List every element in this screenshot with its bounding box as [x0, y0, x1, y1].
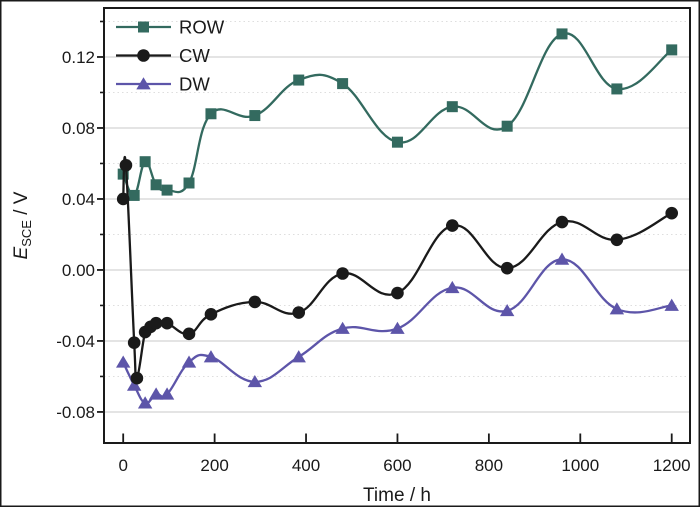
cw-marker — [610, 233, 624, 247]
dw-marker — [247, 374, 263, 388]
row-marker — [337, 78, 349, 90]
row-marker — [501, 120, 513, 132]
row-marker — [249, 110, 261, 122]
cw-marker — [204, 308, 218, 321]
dw-marker — [159, 387, 175, 400]
dw-marker — [126, 378, 142, 391]
cw-marker — [130, 371, 144, 385]
dw-marker — [203, 350, 219, 363]
legend-marker-dw — [136, 77, 151, 90]
y-tick-label: 0.00 — [62, 261, 95, 280]
dw-marker — [499, 303, 515, 317]
x-tick-label: 600 — [383, 456, 411, 475]
dw-marker — [148, 387, 164, 400]
row-marker — [446, 101, 458, 113]
y-axis-label: ESCE / V — [11, 191, 34, 259]
row-marker — [391, 136, 403, 148]
x-tick-label: 200 — [200, 456, 228, 475]
y-tick-label: 0.04 — [62, 190, 95, 209]
cw-marker — [391, 286, 404, 300]
dw-marker — [664, 298, 679, 311]
row-marker — [139, 156, 151, 168]
dw-marker — [609, 302, 625, 315]
dw-marker — [115, 355, 131, 368]
plot-frame — [103, 7, 691, 444]
row-marker — [205, 108, 217, 120]
cw-marker — [119, 158, 133, 172]
y-tick-label: -0.04 — [56, 332, 95, 351]
legend-label-cw: CW — [179, 45, 210, 66]
cw-marker — [182, 327, 196, 341]
cw-marker — [500, 261, 514, 275]
cw-marker — [446, 219, 459, 232]
x-tick-label: 800 — [475, 456, 503, 475]
x-axis-label: Time / h — [363, 485, 431, 506]
row-marker — [293, 74, 305, 86]
y-tick-label: -0.08 — [56, 403, 95, 422]
dw-marker — [291, 350, 306, 363]
cw-marker — [127, 336, 141, 350]
legend-marker-row — [138, 21, 149, 33]
y-tick-label: 0.08 — [62, 119, 95, 138]
cw-marker — [665, 206, 679, 220]
row-marker — [611, 83, 623, 95]
cw-marker — [336, 267, 349, 280]
dw-marker — [390, 321, 405, 334]
x-tick-label: 1000 — [561, 456, 599, 475]
cw-marker — [149, 316, 163, 330]
row-marker — [161, 184, 173, 196]
cw-marker — [292, 306, 306, 319]
row-marker — [666, 44, 678, 56]
legend-label-dw: DW — [179, 74, 210, 95]
x-tick-label: 0 — [118, 456, 127, 475]
legend-marker-cw — [137, 49, 150, 62]
dw-marker — [181, 355, 197, 368]
x-tick-label: 1200 — [653, 456, 691, 475]
dw-marker — [335, 321, 350, 334]
y-tick-label: 0.12 — [62, 48, 95, 67]
row-marker — [150, 179, 162, 191]
cw-marker — [160, 316, 174, 330]
row-marker — [128, 189, 140, 201]
dw-marker — [554, 252, 570, 265]
dw-marker — [445, 280, 460, 294]
x-tick-label: 400 — [292, 456, 320, 475]
cw-marker — [116, 192, 130, 206]
cw-marker — [248, 295, 262, 309]
row-marker — [556, 28, 568, 40]
legend-label-row: ROW — [179, 17, 225, 38]
dw-marker — [137, 396, 153, 409]
row-marker — [183, 177, 195, 189]
cw-marker — [555, 215, 569, 229]
